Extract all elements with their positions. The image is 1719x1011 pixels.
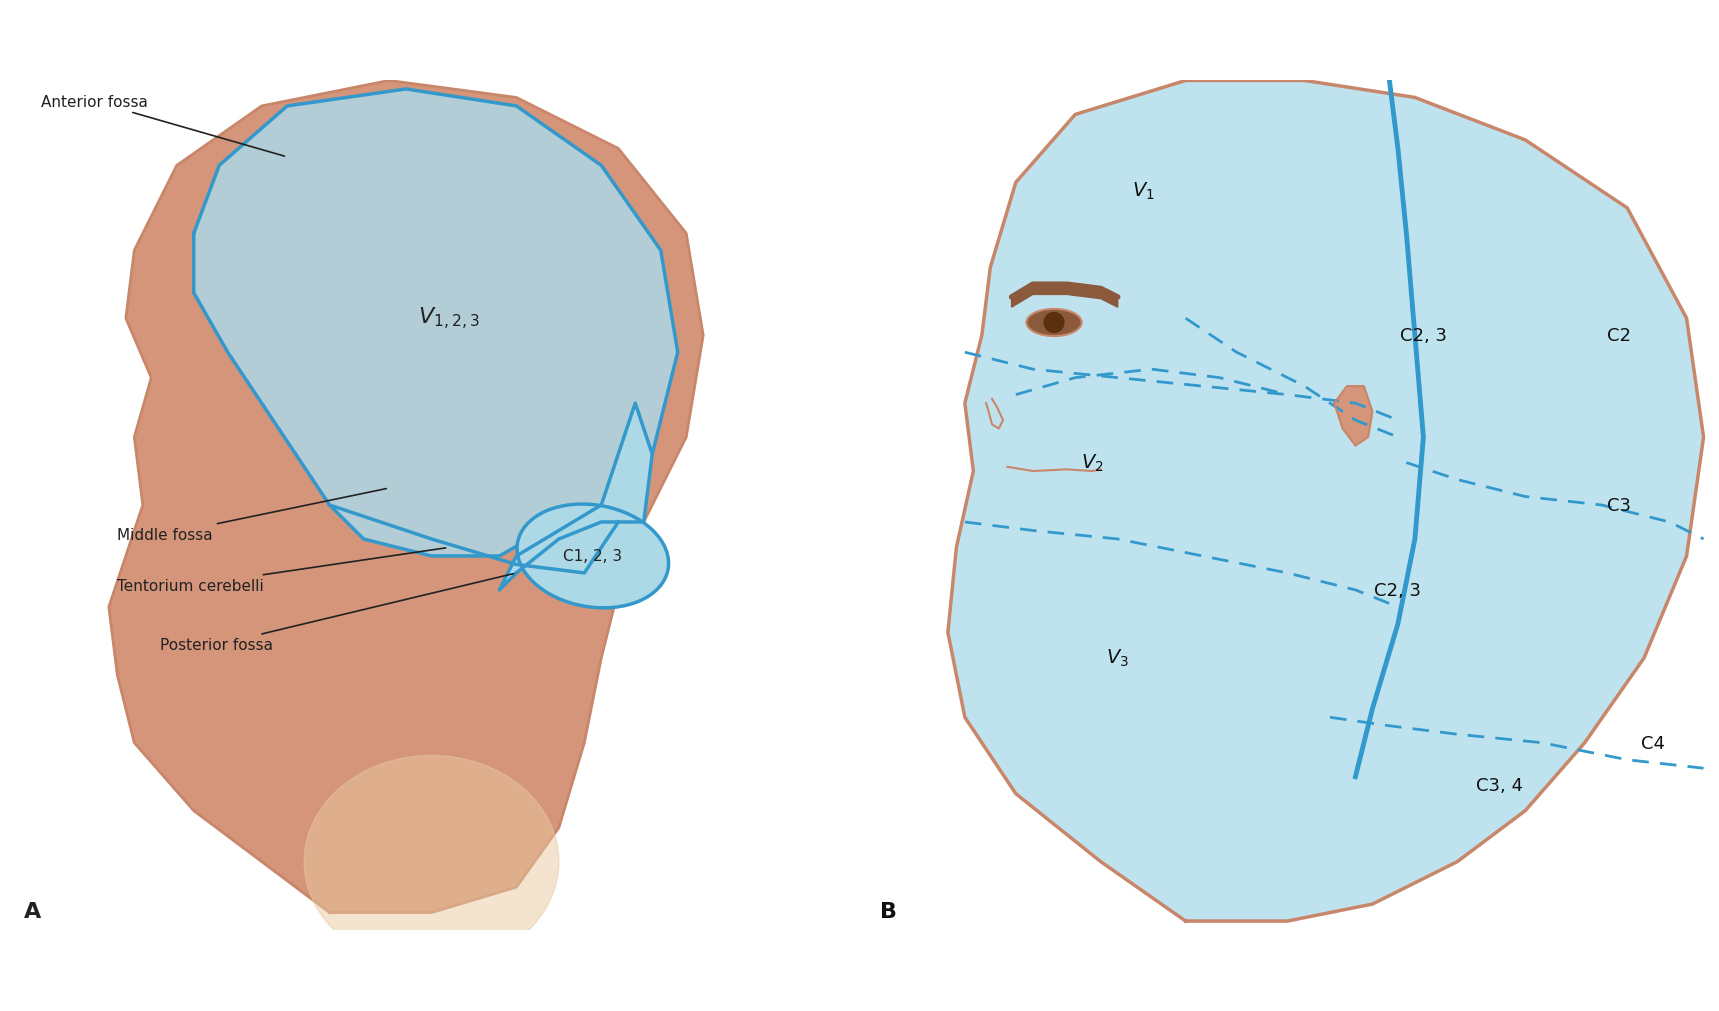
Text: V$_2$: V$_2$ bbox=[1081, 453, 1104, 474]
Text: C2, 3: C2, 3 bbox=[1399, 327, 1447, 345]
Text: Posterior fossa: Posterior fossa bbox=[160, 574, 514, 653]
Polygon shape bbox=[194, 90, 677, 556]
Ellipse shape bbox=[517, 504, 669, 609]
Polygon shape bbox=[1334, 387, 1372, 446]
Polygon shape bbox=[500, 403, 652, 590]
Ellipse shape bbox=[1043, 312, 1064, 334]
Text: C4: C4 bbox=[1640, 734, 1664, 752]
Text: C2: C2 bbox=[1607, 327, 1631, 345]
Text: V$_{1, 2, 3}$: V$_{1, 2, 3}$ bbox=[418, 305, 480, 332]
Text: A: A bbox=[24, 901, 41, 921]
Text: Anterior fossa: Anterior fossa bbox=[41, 95, 284, 157]
Text: B: B bbox=[880, 901, 897, 921]
Polygon shape bbox=[108, 81, 703, 913]
Text: V$_3$: V$_3$ bbox=[1105, 647, 1129, 669]
Text: C3: C3 bbox=[1607, 496, 1631, 515]
Ellipse shape bbox=[304, 756, 559, 968]
Text: Tentorium cerebelli: Tentorium cerebelli bbox=[117, 548, 445, 593]
Text: C2, 3: C2, 3 bbox=[1375, 581, 1422, 600]
Ellipse shape bbox=[1026, 309, 1081, 337]
Text: Middle fossa: Middle fossa bbox=[117, 489, 387, 543]
Polygon shape bbox=[947, 81, 1704, 921]
Polygon shape bbox=[1011, 285, 1117, 308]
Text: C3, 4: C3, 4 bbox=[1477, 776, 1523, 795]
Text: V$_1$: V$_1$ bbox=[1131, 181, 1155, 202]
Text: C1, 2, 3: C1, 2, 3 bbox=[564, 549, 622, 564]
